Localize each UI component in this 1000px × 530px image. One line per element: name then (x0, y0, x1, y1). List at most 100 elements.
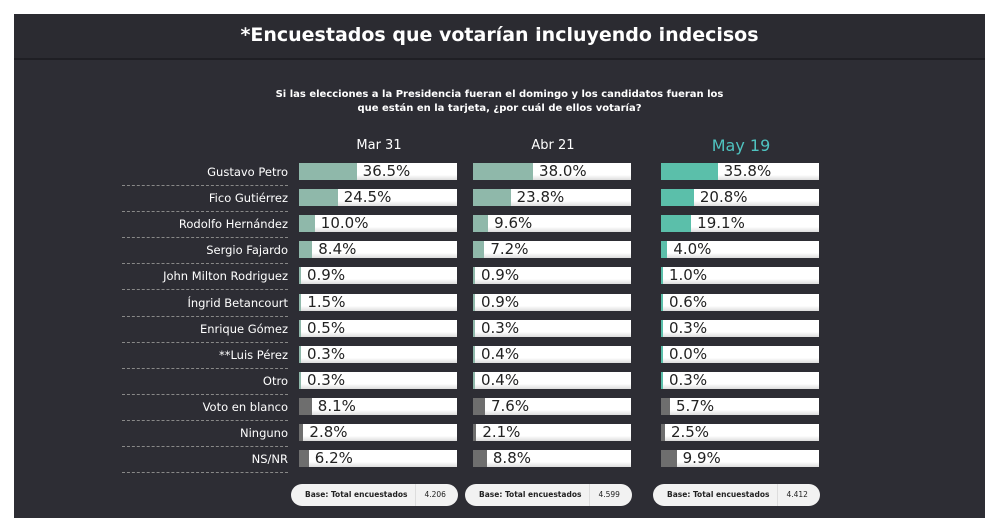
data-label: 10.0% (320, 214, 369, 233)
question-line-1: Si las elecciones a la Presidencia fuera… (275, 89, 724, 100)
bar-track: 0.9% (299, 266, 457, 285)
bar-track: 0.3% (473, 318, 631, 337)
bar-track: 0.9% (473, 292, 631, 311)
data-label: 1.5% (307, 292, 346, 311)
category-label: Rodolfo Hernández (122, 215, 288, 239)
data-label: 0.9% (481, 292, 520, 311)
bar-fill (299, 189, 338, 207)
bar-track: 7.6% (473, 396, 631, 415)
category-label: NS/NR (122, 450, 288, 474)
bar-fill (473, 424, 477, 441)
bar-track: 0.3% (299, 345, 457, 363)
base-pill: Base: Total encuestados 4.412 (653, 484, 820, 506)
bar-fill (299, 371, 301, 389)
data-label: 0.3% (307, 370, 346, 389)
bar-track: 36.5% (299, 162, 457, 180)
series-header: Mar 31 (356, 138, 402, 153)
bar-fill (661, 293, 663, 311)
data-label: 20.8% (699, 188, 748, 207)
category-label: Gustavo Petro (122, 163, 288, 186)
bar-fill (473, 319, 475, 337)
data-label: 2.5% (670, 423, 710, 441)
category-label: Íngrid Betancourt (122, 294, 288, 317)
bar-track: 0.3% (661, 318, 819, 337)
data-label: 7.2% (490, 240, 529, 259)
bar-track: 0.6% (661, 292, 819, 311)
bar-track: 1.0% (661, 266, 819, 285)
base-pill: Base: Total encuestados 4.206 (291, 484, 458, 506)
category-label: Voto en blanco (122, 398, 288, 421)
bar-fill (473, 293, 475, 311)
bar-fill (299, 267, 301, 285)
base-value: 4.412 (786, 490, 808, 499)
bar-fill (299, 319, 301, 337)
data-label: 0.3% (481, 318, 520, 337)
bar-track: 0.4% (473, 370, 631, 389)
bar-track: 23.8% (473, 188, 631, 207)
data-label: 0.0% (669, 344, 708, 363)
bar-track: 20.8% (661, 188, 819, 207)
bar-fill (473, 397, 485, 415)
data-label: 0.5% (307, 318, 346, 337)
data-label: 38.0% (539, 162, 587, 180)
bar-track: 9.9% (661, 449, 819, 468)
data-label: 0.6% (669, 292, 708, 311)
bar-fill (299, 450, 309, 468)
bar-fill (473, 345, 475, 363)
bar-track: 6.2% (299, 449, 457, 468)
data-label: 8.1% (317, 396, 356, 415)
series-header: May 19 (711, 136, 771, 155)
data-label: 6.2% (314, 449, 353, 468)
bar-fill (473, 241, 485, 259)
base-value: 4.206 (424, 490, 446, 499)
bar-track: 0.9% (473, 266, 631, 285)
data-label: 8.4% (318, 240, 357, 259)
data-label: 0.9% (307, 266, 346, 285)
data-label: 0.4% (481, 370, 520, 389)
data-label: 9.6% (494, 214, 533, 233)
bar-track: 0.0% (661, 344, 819, 363)
series-header: Abr 21 (531, 138, 575, 153)
base-label: Base: Total encuestados (653, 484, 779, 506)
data-label: 0.3% (669, 370, 708, 389)
base-label: Base: Total encuestados (291, 484, 417, 506)
data-label: 0.9% (481, 266, 520, 285)
bar-fill (661, 215, 692, 233)
data-label: 1.0% (669, 266, 708, 285)
bar-track: 4.0% (661, 240, 819, 259)
bar-track: 19.1% (661, 214, 819, 233)
bar-fill (299, 163, 357, 180)
bar-track: 35.8% (661, 162, 819, 180)
bar-fill (299, 215, 315, 233)
data-label: 19.1% (697, 214, 745, 233)
data-label: 2.8% (309, 423, 348, 441)
bar-fill (661, 241, 668, 259)
bar-fill (473, 450, 487, 468)
chart-panel: *Encuestados que votarían incluyendo ind… (14, 14, 985, 518)
bar-track: 24.5% (299, 188, 457, 207)
bar-track: 8.8% (473, 449, 631, 468)
bar-fill (661, 163, 718, 180)
question-line-2: que están en la tarjeta, ¿por cuál de el… (357, 103, 642, 114)
bar-track: 2.1% (473, 423, 631, 441)
bar-fill (473, 215, 489, 233)
bar-fill (299, 345, 301, 363)
category-label: Ninguno (122, 424, 288, 447)
bar-fill (661, 319, 663, 337)
bar-track: 0.5% (299, 318, 457, 337)
bar-fill (661, 371, 663, 389)
bar-track: 8.1% (299, 396, 457, 415)
base-label: Base: Total encuestados (465, 484, 591, 506)
bar-fill (661, 267, 663, 285)
data-label: 36.5% (362, 162, 411, 180)
base-value: 4.599 (598, 490, 620, 499)
category-label: Fico Gutiérrez (122, 189, 288, 213)
data-label: 9.9% (682, 449, 721, 468)
category-label: **Luis Pérez (122, 346, 288, 369)
data-label: 7.6% (491, 396, 530, 415)
data-label: 0.3% (669, 318, 708, 337)
bar-track: 9.6% (473, 214, 631, 233)
bar-fill (299, 424, 304, 441)
bar-track: 0.3% (299, 370, 457, 389)
bar-track: 0.4% (473, 345, 631, 363)
